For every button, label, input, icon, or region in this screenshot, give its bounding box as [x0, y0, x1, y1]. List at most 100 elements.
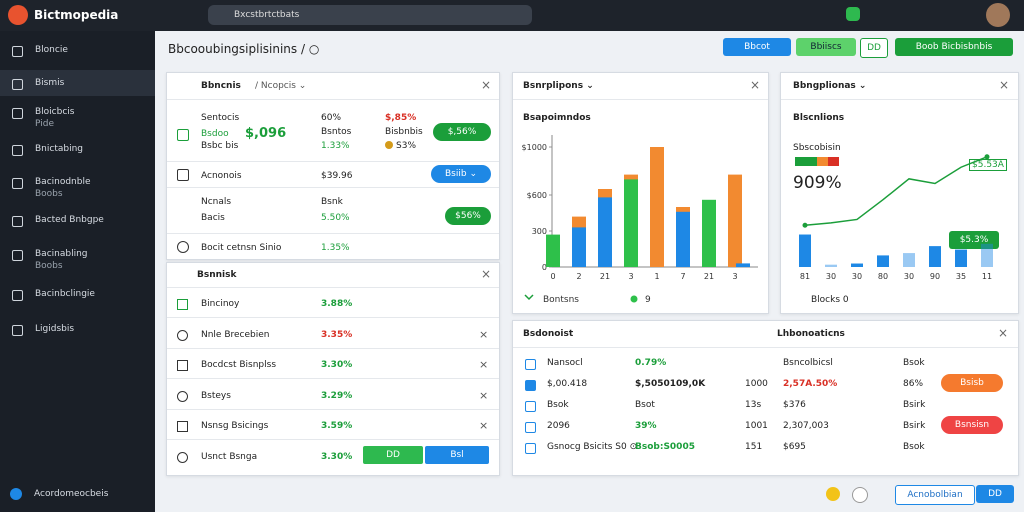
- coin[interactable]: [826, 487, 840, 501]
- bar-chart: 0 300 $600 $1000 0 2 21 3 1 7 21 3 Bontsns 9: [522, 135, 758, 305]
- nav-label: Bacinabling: [35, 249, 88, 259]
- avatar[interactable]: [986, 3, 1010, 27]
- nav-sub: Pide: [35, 119, 54, 129]
- button[interactable]: Bsisb: [941, 374, 1003, 392]
- status-icon[interactable]: [846, 7, 860, 21]
- panel-title: Bsnnisk: [197, 270, 237, 280]
- button[interactable]: Boob Bicbisbnbis: [895, 38, 1013, 56]
- line-chart: 81 30 30 80 30 90 35 11: [799, 154, 993, 281]
- close[interactable]: ×: [481, 267, 492, 281]
- cell: 5.50%: [321, 213, 350, 223]
- cell: $376: [783, 400, 806, 410]
- nav-label: Bismis: [35, 78, 65, 88]
- cell: Bsok: [903, 442, 925, 452]
- row-label: Nnle Brecebien: [201, 329, 270, 340]
- legend-icon: [524, 294, 534, 301]
- bar: [903, 253, 915, 267]
- legend-swatch: [795, 157, 839, 166]
- button[interactable]: Bsiib ⌄: [431, 165, 491, 183]
- y-tick-label: $1000: [522, 143, 547, 152]
- active-item: [0, 70, 155, 96]
- nav-label: Bloncie: [35, 45, 68, 55]
- bar: [877, 255, 889, 267]
- divider: [167, 99, 499, 100]
- bar: [736, 263, 750, 267]
- panel-title: Bbngplionas ⌄: [793, 81, 867, 91]
- bar: [728, 174, 742, 267]
- nav-icon: [12, 145, 23, 156]
- big-value: 909%: [793, 173, 842, 193]
- sidebar: Bloncie Bismis Bloicbcis Pide Bnictabing Baci…: [0, 31, 155, 512]
- cell: Bsot: [635, 400, 655, 410]
- cell: 1.33%: [321, 141, 350, 151]
- x-tick-label: 3: [732, 272, 737, 281]
- row-icon: [525, 422, 536, 433]
- cell: 1001: [745, 421, 768, 431]
- divider: [167, 347, 499, 349]
- x-tick-label: 90: [930, 272, 940, 281]
- nav-label: Bacinbclingie: [35, 289, 95, 299]
- cell: Bsntos: [321, 127, 352, 137]
- row-icon: [177, 299, 188, 310]
- button[interactable]: DD: [363, 446, 423, 464]
- y-tick-label: 300: [532, 227, 547, 236]
- icon: [177, 241, 189, 253]
- x-tick-label: 35: [956, 272, 966, 281]
- divider: [513, 99, 768, 100]
- button[interactable]: Bsnsisn: [941, 416, 1003, 434]
- close[interactable]: ×: [998, 326, 1009, 340]
- nav-icon: [12, 79, 23, 90]
- cell: Bocit cetnsn Sinio: [201, 243, 282, 253]
- row-icon: [177, 421, 188, 432]
- nav-sub: Boobs: [35, 189, 63, 199]
- divider: [167, 287, 499, 288]
- point: [802, 222, 808, 228]
- divider: [167, 187, 499, 188]
- x-tick-label: 7: [680, 272, 685, 281]
- search-text: Bxcstbrtctbats: [234, 10, 300, 20]
- cell: 2,307,003: [783, 421, 829, 431]
- x-tick-label: 21: [704, 272, 714, 281]
- button[interactable]: DD: [860, 38, 888, 58]
- divider: [167, 439, 499, 440]
- cell: 13s: [745, 400, 762, 410]
- button[interactable]: Acnobolbian: [895, 485, 975, 505]
- icon: [177, 169, 189, 181]
- divider: [167, 408, 499, 410]
- icon[interactable]: [852, 487, 868, 503]
- cell: $,096: [245, 126, 287, 141]
- close[interactable]: ×: [999, 78, 1010, 92]
- risk-panel: Bsnnisk × DD Bsl Bincinoy 3.88% Nnle Brece…: [166, 262, 500, 476]
- button[interactable]: $,56%: [433, 123, 491, 141]
- cell: $39.96: [321, 171, 353, 181]
- bar: [825, 264, 837, 267]
- close[interactable]: ×: [481, 78, 492, 92]
- row-icon: [177, 390, 188, 402]
- button[interactable]: DD: [976, 485, 1014, 503]
- bar: [929, 246, 941, 267]
- bar: [598, 197, 612, 267]
- cell: 1.35%: [321, 243, 350, 253]
- row-label: Bsteys: [201, 390, 231, 401]
- close: ×: [479, 327, 489, 341]
- row-icon: [177, 451, 188, 463]
- row-icon: [525, 401, 536, 412]
- button[interactable]: Bbiiscs: [796, 38, 856, 56]
- row-icon: [177, 329, 188, 341]
- row-value: 3.29%: [321, 390, 353, 401]
- sidebar-footer: Acordomeocbeis: [34, 489, 109, 499]
- cell: Bsirk: [903, 421, 926, 431]
- row-icon: [525, 359, 536, 370]
- line-chart-panel: Bbngplionas ⌄ × Blscnlions Sbscobisin 90…: [780, 72, 1019, 314]
- cell: 1000: [745, 379, 768, 389]
- search-box[interactable]: Bxcstbrtctbats: [208, 5, 532, 25]
- bar: [799, 234, 811, 267]
- x-tick-label: 3: [628, 272, 633, 281]
- x-tick-label: 30: [904, 272, 914, 281]
- button[interactable]: $56%: [445, 207, 491, 225]
- button[interactable]: Bsl: [425, 446, 489, 464]
- cell: Bsncolbicsl: [783, 358, 833, 368]
- cell: Bisbnbis: [385, 127, 423, 137]
- button[interactable]: Bbcot: [723, 38, 791, 56]
- close[interactable]: ×: [750, 78, 761, 92]
